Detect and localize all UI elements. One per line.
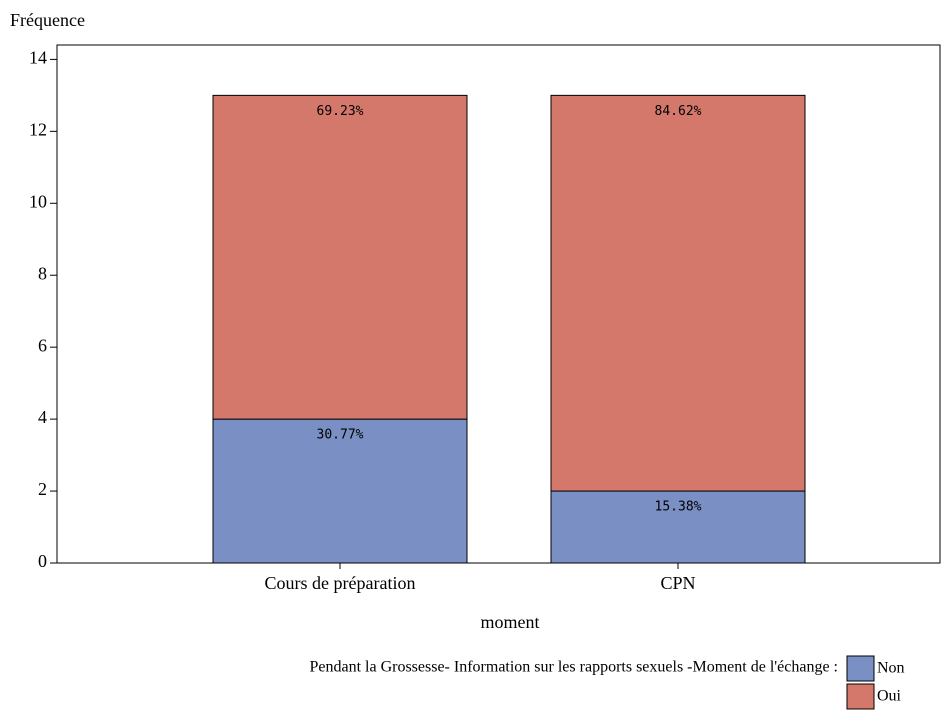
x-tick-label: Cours de préparation <box>265 573 416 593</box>
legend-swatch <box>846 655 875 682</box>
y-tick-label: 0 <box>38 551 47 571</box>
plot-frame <box>56 44 941 564</box>
bar-segment <box>550 94 806 492</box>
legend-label: Oui <box>877 688 902 705</box>
y-tick-label: 2 <box>38 479 47 499</box>
legend-label: Non <box>877 660 905 677</box>
segment-label: 69.23% <box>317 104 364 119</box>
segment-label: 84.62% <box>655 104 702 119</box>
segment-label: 30.77% <box>317 428 364 443</box>
y-axis-title: Fréquence <box>10 10 85 30</box>
y-tick-label: 14 <box>29 48 47 68</box>
bar-segment <box>212 418 468 564</box>
legend-swatch <box>846 683 875 710</box>
bar-segment <box>550 490 806 564</box>
y-tick-label: 12 <box>29 119 47 139</box>
segment-label: 15.38% <box>655 500 702 515</box>
y-tick-label: 10 <box>29 191 47 211</box>
x-axis-title: moment <box>481 612 540 632</box>
y-tick-label: 4 <box>38 407 47 427</box>
y-tick-label: 8 <box>38 263 47 283</box>
y-tick-label: 6 <box>38 335 47 355</box>
bar-segment <box>212 94 468 420</box>
legend-title: Pendant la Grossesse- Information sur le… <box>309 659 838 676</box>
x-tick-label: CPN <box>660 573 695 593</box>
